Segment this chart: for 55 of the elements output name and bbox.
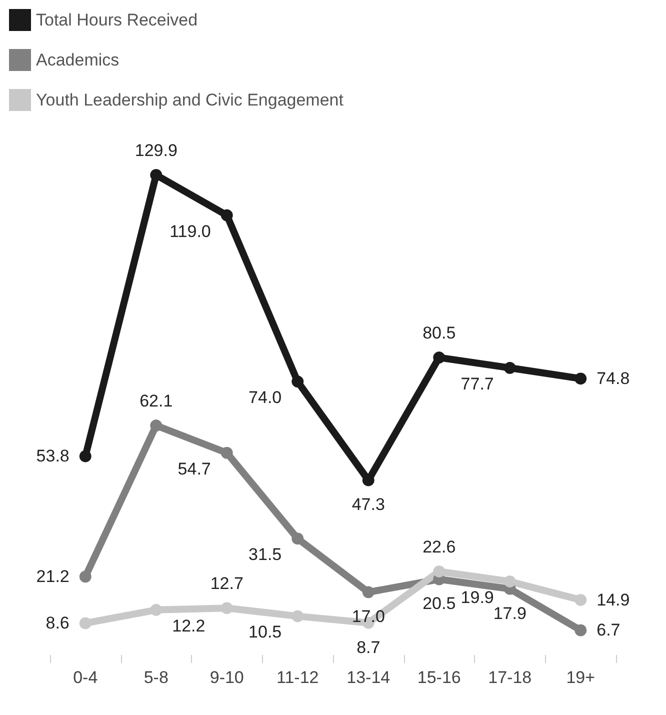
data-label: 74.8 [596,369,630,388]
data-label: 21.2 [36,567,70,586]
data-label: 12.7 [210,574,244,594]
point [574,624,587,636]
point [574,594,587,606]
point [150,169,162,181]
point [433,565,446,578]
point [433,352,446,364]
data-label: 54.7 [178,459,211,478]
data-label: 80.5 [422,324,456,343]
legend-label: Academics [36,50,120,70]
point [150,604,162,616]
legend-label: Total Hours Received [36,10,198,30]
point [292,610,304,622]
data-label: 12.2 [172,616,206,636]
x-tick-label: 17-18 [488,668,532,687]
x-tick-label: 19+ [566,668,596,687]
data-label: 62.1 [140,392,173,411]
data-label: 6.7 [596,620,620,640]
point [220,209,233,222]
point [504,575,516,588]
data-label: 8.6 [46,614,70,633]
data-label: 17.0 [352,607,385,626]
point [220,446,233,459]
point [292,376,304,388]
x-tick-label: 9-10 [210,668,244,687]
data-label: 19.9 [460,588,494,607]
data-label: 53.8 [36,446,70,466]
point [362,586,374,598]
point [504,362,516,374]
x-tick-label: 11-12 [276,668,319,687]
point [79,450,92,462]
point [150,420,162,432]
legend-label: Youth Leadership and Civic Engagement [36,90,344,110]
data-label: 14.9 [596,590,630,610]
data-label: 31.5 [248,545,282,564]
data-label: 47.3 [352,495,385,514]
x-tick-label: 13-14 [346,668,390,687]
data-label: 129.9 [134,141,178,160]
data-label: 74.0 [248,388,282,408]
data-label: 119.0 [170,222,211,241]
data-label: 8.7 [356,638,380,657]
point [79,570,92,583]
data-label: 17.9 [493,604,526,623]
point [220,602,233,614]
point [79,617,92,630]
x-tick-label: 5-8 [144,668,168,687]
point [574,372,587,385]
data-label: 22.6 [422,537,456,556]
data-label: 77.7 [460,374,494,394]
x-tick-label: 15-16 [417,668,461,687]
point [292,532,304,545]
x-tick-label: 0-4 [73,668,98,687]
data-label: 10.5 [248,622,282,642]
data-label: 20.5 [422,594,456,614]
